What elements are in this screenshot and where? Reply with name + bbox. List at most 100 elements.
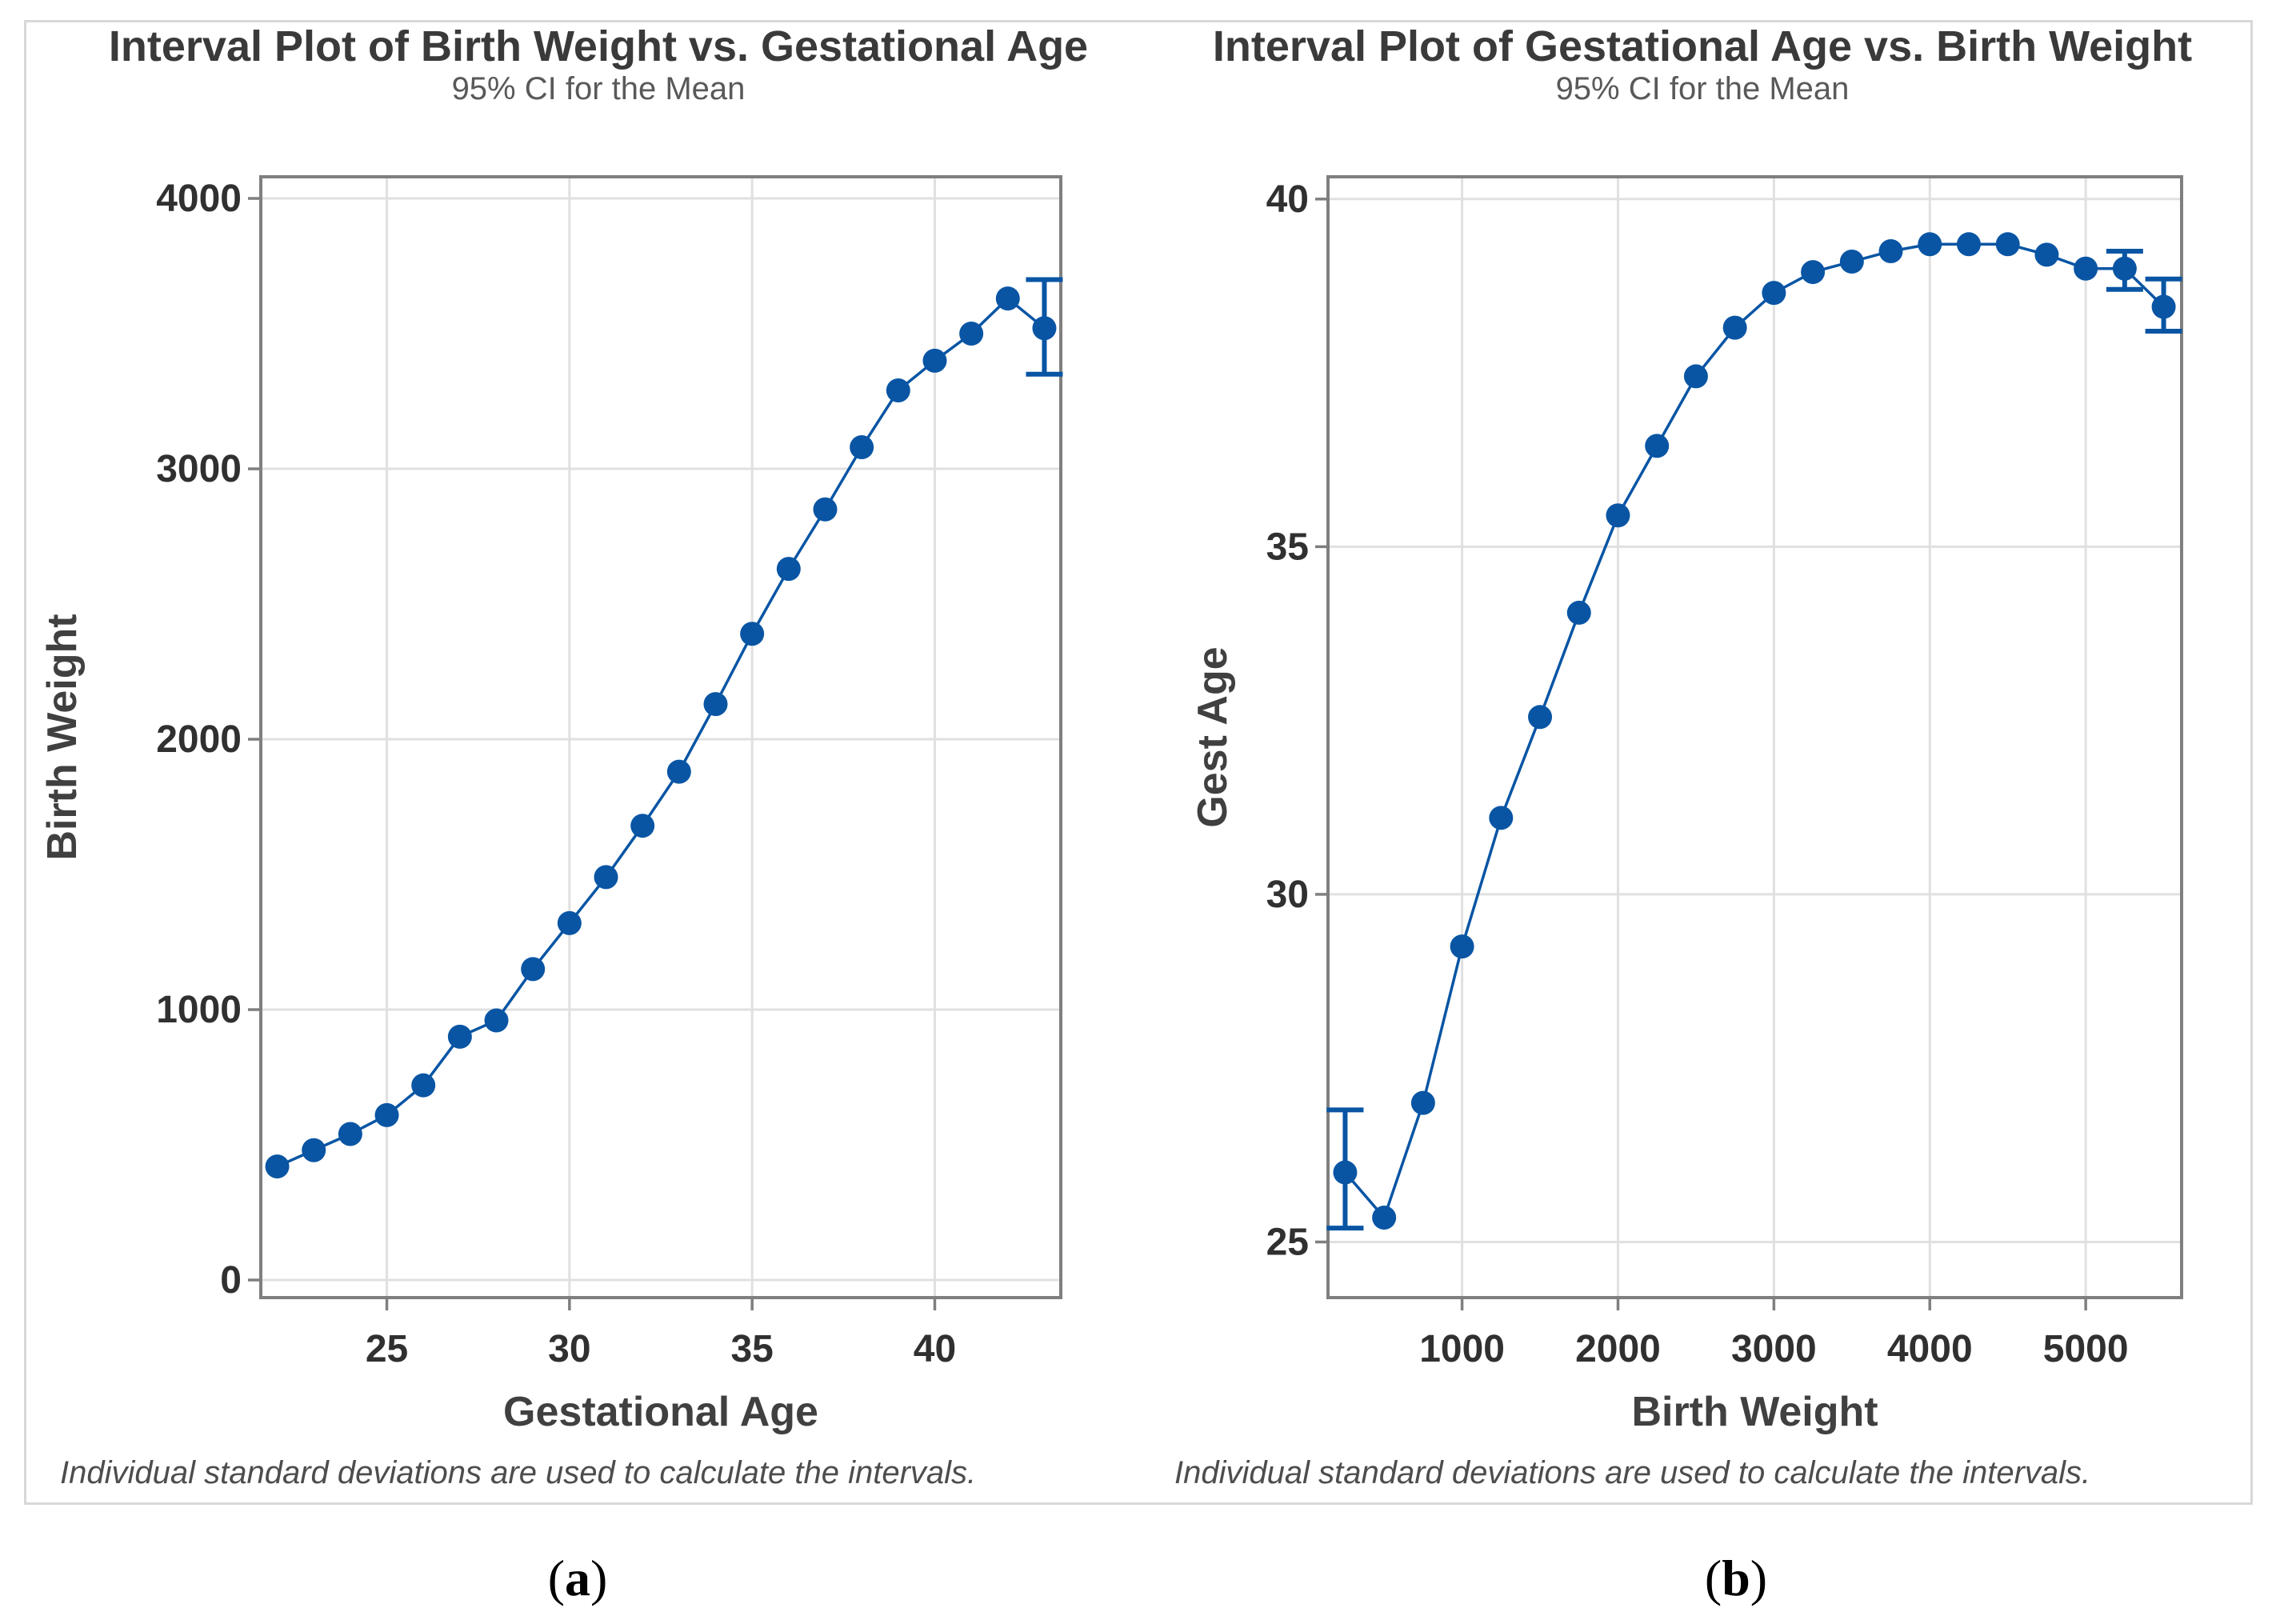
plot-b-ticks: 1000 2000 3000 4000 5000 25 30 35 40 [1266, 178, 2129, 1370]
figure-panel [24, 20, 2253, 1505]
svg-text:35: 35 [730, 1328, 773, 1370]
plot-a-markers [265, 286, 1057, 1179]
plot-a-point [776, 557, 801, 582]
plot-a-point [521, 957, 546, 982]
svg-text:4000: 4000 [1887, 1328, 1973, 1370]
plot-b-point [2034, 242, 2059, 267]
svg-text:Interval Plot of Birth Weight: Interval Plot of Birth Weight vs. Gestat… [109, 22, 1088, 70]
plot-b-point [1722, 315, 1747, 340]
plot-a: Interval Plot of Birth Weight vs. Gestat… [39, 22, 1088, 1490]
svg-text:95% CI for the Mean: 95% CI for the Mean [1556, 71, 1850, 106]
svg-text:30: 30 [1266, 874, 1309, 916]
plot-b-footnote: Individual standard deviations are used … [1174, 1455, 2090, 1490]
svg-text:Birth Weight: Birth Weight [39, 614, 86, 860]
plot-b-point [1528, 705, 1553, 730]
plot-a-point [740, 622, 765, 646]
svg-text:40: 40 [1266, 178, 1309, 221]
plot-b-point [1995, 232, 2020, 257]
plot-b-point [2074, 256, 2098, 281]
svg-text:2000: 2000 [1575, 1328, 1661, 1370]
plot-b-frame [1326, 175, 2183, 1299]
plot-b: Interval Plot of Gestational Age vs. Bir… [1174, 22, 2192, 1490]
plot-a-point [630, 814, 655, 838]
plot-a-point [922, 348, 947, 373]
svg-text:40: 40 [914, 1328, 956, 1370]
caption-a-open: ( [547, 1550, 565, 1606]
plot-a-point [594, 865, 618, 890]
plot-b-point [1645, 434, 1670, 458]
caption-a-letter: a [565, 1550, 590, 1606]
plot-b-point [1566, 600, 1591, 625]
svg-text:1000: 1000 [156, 989, 242, 1031]
plot-a-point [447, 1024, 472, 1049]
svg-text:95% CI for the Mean: 95% CI for the Mean [452, 71, 746, 106]
plot-a-point [813, 497, 838, 522]
caption-b: (b) [1705, 1550, 1767, 1606]
plot-b-point [1450, 934, 1474, 959]
plot-b-point [2151, 294, 2176, 319]
plot-b-point [1878, 238, 1903, 263]
plot-a-frame [259, 175, 1062, 1299]
plot-b-point [1683, 364, 1708, 389]
plot-a-point [374, 1102, 399, 1127]
svg-text:30: 30 [548, 1328, 590, 1370]
plot-a-point [850, 434, 874, 459]
svg-text:2000: 2000 [156, 718, 242, 761]
plot-b-point [1918, 232, 1942, 257]
svg-text:35: 35 [1266, 526, 1309, 568]
plot-b-point [1372, 1206, 1397, 1230]
svg-text:Individual standard deviations: Individual standard deviations are used … [1174, 1455, 2090, 1490]
plot-b-point [1762, 281, 1786, 306]
plot-a-ticks: 25 30 35 40 0 1000 2000 3000 4000 [156, 178, 956, 1370]
svg-text:5000: 5000 [2043, 1328, 2129, 1370]
plot-a-point [886, 378, 910, 403]
plot-b-error-bars [1326, 248, 2182, 1231]
plot-a-point [959, 322, 984, 346]
plot-a-point [338, 1122, 362, 1146]
plot-b-point [1489, 806, 1514, 830]
plot-b-point [2112, 256, 2137, 281]
plot-a-gridlines [261, 177, 1061, 1298]
plot-b-gridlines [1328, 177, 2182, 1298]
svg-text:4000: 4000 [156, 178, 242, 220]
svg-text:3000: 3000 [1731, 1328, 1817, 1370]
svg-text:Interval Plot of Gestational A: Interval Plot of Gestational Age vs. Bir… [1213, 22, 2192, 70]
plot-b-titles: Interval Plot of Gestational Age vs. Bir… [1213, 22, 2192, 106]
plot-a-point [302, 1138, 326, 1162]
plot-b-point [1839, 250, 1864, 274]
plot-a-titles: Interval Plot of Birth Weight vs. Gestat… [109, 22, 1088, 106]
caption-b-close: ) [1750, 1550, 1768, 1606]
plot-b-markers [1333, 232, 2176, 1230]
plot-a-series-line [276, 296, 1046, 1168]
plot-a-point [411, 1073, 436, 1098]
plot-b-point [1956, 232, 1981, 257]
plot-a-point [1032, 316, 1057, 341]
caption-a: (a) [548, 1550, 608, 1606]
plot-a-axis-labels: Gestational Age Birth Weight [39, 614, 818, 1435]
plot-a-footnote: Individual standard deviations are used … [60, 1455, 976, 1490]
svg-text:Individual standard deviations: Individual standard deviations are used … [60, 1455, 976, 1490]
svg-text:1000: 1000 [1419, 1328, 1505, 1370]
plot-b-axis-labels: Birth Weight Gest Age [1190, 646, 1878, 1435]
svg-text:Gestational Age: Gestational Age [503, 1389, 818, 1435]
plot-a-point [557, 910, 582, 935]
plot-a-point [484, 1008, 509, 1033]
svg-text:Birth Weight: Birth Weight [1631, 1389, 1878, 1435]
plot-a-point [995, 286, 1020, 311]
svg-text:0: 0 [220, 1259, 242, 1302]
plot-b-series-line [1344, 242, 2165, 1221]
plot-b-point [1333, 1160, 1358, 1185]
plot-a-point [666, 759, 691, 784]
svg-text:25: 25 [1266, 1221, 1309, 1263]
plot-a-point [265, 1154, 290, 1179]
caption-a-close: ) [590, 1550, 608, 1606]
svg-text:25: 25 [366, 1328, 408, 1370]
plot-b-point [1410, 1090, 1435, 1115]
svg-text:3000: 3000 [156, 448, 242, 490]
plot-b-point [1606, 503, 1630, 528]
caption-b-open: ( [1704, 1550, 1722, 1606]
plot-b-point [1801, 260, 1826, 285]
svg-text:Gest Age: Gest Age [1190, 646, 1236, 827]
